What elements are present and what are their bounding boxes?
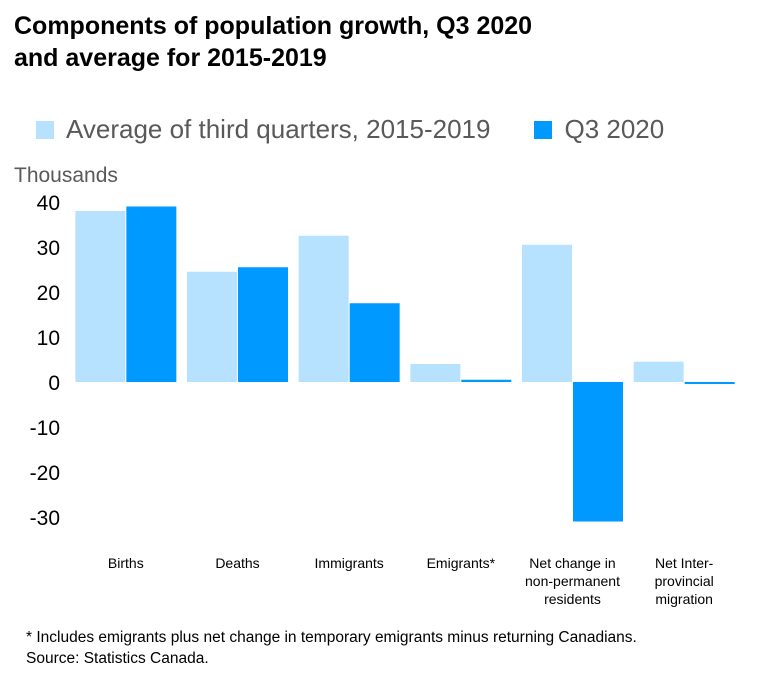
bar-average (298, 235, 349, 382)
x-tick-label: Net change in (529, 555, 615, 571)
x-tick-label: Net Inter- (655, 555, 714, 571)
y-tick-label: 40 (37, 192, 60, 215)
bar-average (187, 271, 237, 382)
x-tick-label: residents (544, 591, 601, 607)
bar-q3-2020 (573, 382, 623, 522)
y-axis-label: Thousands (14, 164, 118, 187)
chart-title-line2: and average for 2015-2019 (14, 44, 327, 72)
bar-q3-2020 (461, 379, 512, 382)
legend-swatch-average (36, 120, 54, 139)
bar-q3-2020 (238, 267, 288, 382)
bar-q3-2020 (126, 206, 177, 382)
bar-average (633, 361, 684, 382)
legend-swatch-q3-2020 (534, 120, 553, 139)
y-tick-label: 30 (37, 237, 60, 260)
bar-average (75, 211, 126, 382)
x-tick-label: Immigrants (315, 555, 384, 571)
footnote-note: * Includes emigrants plus net change in … (26, 629, 637, 646)
footnote-source: Source: Statistics Canada. (26, 650, 209, 667)
y-tick-label: 10 (37, 327, 60, 350)
y-tick-label: -10 (30, 417, 60, 440)
legend-label-average: Average of third quarters, 2015-2019 (66, 114, 491, 144)
x-tick-label: migration (655, 591, 713, 607)
x-tick-label: non-permanent (525, 573, 620, 589)
bar-q3-2020 (684, 382, 735, 384)
bar-q3-2020 (349, 303, 400, 382)
legend-item-average: Average of third quarters, 2015-2019 (36, 114, 490, 145)
x-tick-label: Deaths (215, 555, 259, 571)
bar-average (522, 244, 572, 382)
y-tick-label: 20 (37, 282, 60, 305)
legend-label-q3-2020: Q3 2020 (564, 114, 665, 144)
legend: Average of third quarters, 2015-2019 Q3 … (36, 114, 664, 145)
chart-title-line1: Components of population growth, Q3 2020 (14, 12, 533, 40)
legend-item-q3-2020: Q3 2020 (534, 114, 664, 145)
chart-title: Components of population growth, Q3 2020… (14, 10, 754, 74)
x-tick-label: provincial (655, 573, 714, 589)
y-tick-label: -30 (30, 507, 60, 530)
bar-average (410, 364, 461, 382)
x-tick-label: Births (108, 555, 144, 571)
footnote: * Includes emigrants plus net change in … (26, 627, 637, 669)
y-tick-label: -20 (30, 462, 60, 485)
y-tick-label: 0 (48, 372, 60, 395)
x-tick-label: Emigrants* (427, 555, 496, 571)
